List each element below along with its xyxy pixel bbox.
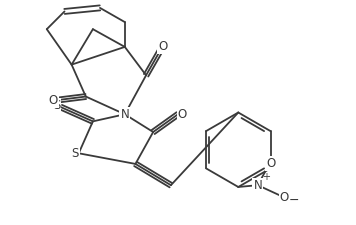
Text: N: N	[253, 179, 262, 192]
Text: O: O	[178, 108, 187, 121]
Text: O: O	[158, 40, 167, 53]
Text: N: N	[120, 108, 129, 121]
Text: O: O	[280, 191, 289, 204]
Text: +: +	[262, 172, 269, 182]
Text: S: S	[53, 99, 61, 112]
Text: O: O	[48, 94, 58, 107]
Text: O: O	[266, 157, 276, 170]
Text: S: S	[72, 147, 79, 160]
Text: −: −	[289, 194, 299, 207]
